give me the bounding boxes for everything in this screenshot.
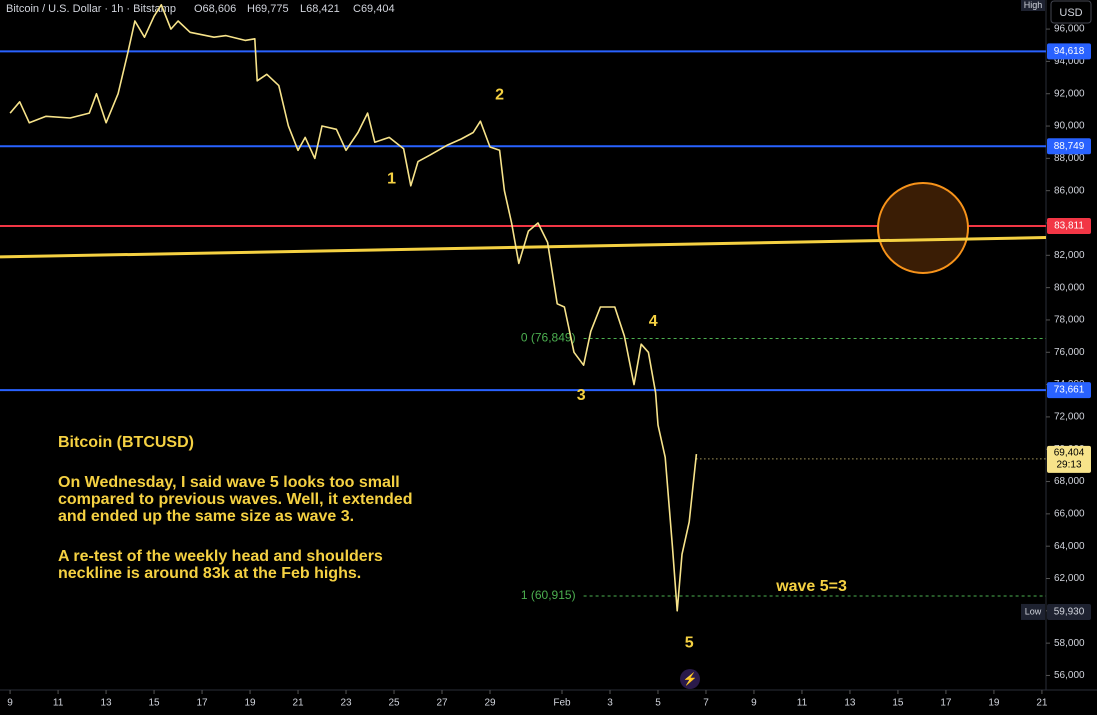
x-tick-label: 29 — [484, 698, 496, 709]
y-tick-label: 66,000 — [1054, 509, 1085, 520]
low-tag-value: 59,930 — [1054, 607, 1085, 618]
note-line: Bitcoin (BTCUSD) — [58, 434, 194, 451]
x-tick-label: 7 — [703, 698, 709, 709]
y-tick-label: 94,000 — [1054, 56, 1085, 67]
last-tag: 69,404 — [1054, 447, 1085, 458]
level-tag: 88,749 — [1054, 141, 1085, 152]
y-tick-label: 56,000 — [1054, 670, 1085, 681]
y-tick-label: 68,000 — [1054, 476, 1085, 487]
x-tick-label: 19 — [988, 698, 1000, 709]
y-tick-label: 90,000 — [1054, 121, 1085, 132]
last-timer: 29:13 — [1056, 459, 1081, 470]
y-tick-label: 72,000 — [1054, 412, 1085, 423]
x-tick-label: 11 — [797, 698, 808, 709]
logo: ⚡ — [680, 669, 700, 689]
ohlc-open: O68,606 — [194, 3, 236, 15]
low-label-bg — [1021, 603, 1045, 620]
header-title: Bitcoin / U.S. Dollar · 1h · Bitstamp — [6, 3, 176, 15]
x-tick-label: 19 — [244, 698, 256, 709]
wave-label: 2 — [495, 87, 504, 104]
x-tick-label: 21 — [292, 698, 304, 709]
x-tick-label: 17 — [196, 698, 208, 709]
x-tick-label: 27 — [436, 698, 448, 709]
y-tick-label: 86,000 — [1054, 185, 1085, 196]
note-line: neckline is around 83k at the Feb highs. — [58, 565, 361, 582]
wave-note: wave 5=3 — [775, 578, 847, 595]
last-tag-bg — [1047, 445, 1091, 473]
x-tick-label: 17 — [940, 698, 952, 709]
ohlc-low: L68,421 — [300, 3, 340, 15]
x-tick-label: 15 — [148, 698, 160, 709]
level-tag: 94,618 — [1054, 46, 1085, 57]
note-line: and ended up the same size as wave 3. — [58, 508, 354, 525]
y-tick-label: 92,000 — [1054, 88, 1085, 99]
y-tick-label: 62,000 — [1054, 573, 1085, 584]
x-tick-label: Feb — [553, 698, 571, 709]
price-line — [9, 4, 698, 612]
y-tick-label: 78,000 — [1054, 315, 1085, 326]
note-line: compared to previous waves. Well, it ext… — [58, 491, 412, 508]
header: Bitcoin / U.S. Dollar · 1h · Bitstamp O6… — [6, 3, 395, 15]
y-tick-label: 88,000 — [1054, 153, 1085, 164]
x-tick-label: 5 — [655, 698, 661, 709]
x-tick-label: 3 — [607, 698, 613, 709]
y-tick-label: 96,000 — [1054, 24, 1085, 35]
level-tag-bg — [1047, 43, 1091, 60]
fib-label: 0 (76,849) — [521, 331, 576, 345]
ohlc-close: C69,404 — [353, 3, 395, 15]
level-tag-bg — [1047, 218, 1091, 235]
low-label: Low — [1025, 606, 1042, 616]
wave-label: 5 — [685, 634, 694, 651]
y-tick-label: 64,000 — [1054, 541, 1085, 552]
x-tick-label: 23 — [340, 698, 352, 709]
currency-button[interactable] — [1050, 0, 1092, 24]
note-line: A re-test of the weekly head and shoulde… — [58, 548, 383, 565]
level-tag: 73,661 — [1054, 385, 1085, 396]
high-tag-bg — [1021, 0, 1045, 11]
wave-label: 3 — [577, 387, 586, 404]
y-tick-label: 80,000 — [1054, 282, 1085, 293]
note-line: On Wednesday, I said wave 5 looks too sm… — [58, 474, 400, 491]
x-tick-label: 9 — [751, 698, 757, 709]
x-tick-label: 25 — [388, 698, 400, 709]
x-tick-label: 11 — [53, 698, 64, 709]
high-tag: High — [1024, 0, 1043, 10]
svg-text:⚡: ⚡ — [683, 672, 698, 686]
x-tick-label: 21 — [1036, 698, 1048, 709]
y-tick-label: 82,000 — [1054, 250, 1085, 261]
x-tick-label: 15 — [892, 698, 904, 709]
fib-label: 1 (60,915) — [521, 588, 576, 602]
y-tick-label: 58,000 — [1054, 638, 1085, 649]
x-tick-label: 13 — [101, 698, 113, 709]
x-tick-label: 9 — [7, 698, 13, 709]
y-tick-label: 76,000 — [1054, 347, 1085, 358]
level-tag: 83,811 — [1054, 221, 1084, 232]
x-tick-label: 13 — [844, 698, 856, 709]
ohlc-high: H69,775 — [247, 3, 289, 15]
wave-label: 4 — [649, 313, 658, 330]
level-tag-bg — [1047, 382, 1091, 399]
level-tag-bg — [1047, 138, 1091, 155]
target-circle — [877, 182, 969, 274]
wave-label: 1 — [387, 171, 396, 188]
low-tag-bg — [1047, 603, 1091, 620]
currency[interactable]: USD — [1059, 7, 1082, 19]
